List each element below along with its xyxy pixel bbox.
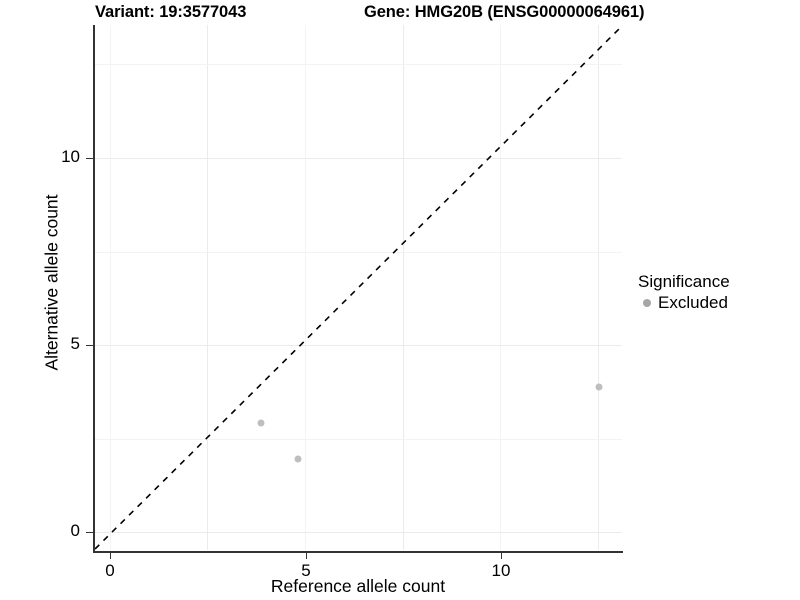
y-tick-5 xyxy=(86,345,93,347)
gridline-y-2_5 xyxy=(95,439,622,440)
x-tick-label-10: 10 xyxy=(491,561,511,580)
x-tick-label-5: 5 xyxy=(301,561,311,580)
y-axis-line xyxy=(93,25,95,552)
x-tick-5 xyxy=(306,552,308,559)
x-axis-label: Reference allele count xyxy=(270,576,446,596)
gridline-y-12_5 xyxy=(95,64,622,65)
legend-item-label: Excluded xyxy=(658,293,728,312)
legend: Significance Excluded xyxy=(638,272,796,313)
reference-line-diagonal xyxy=(95,25,622,550)
y-tick-10 xyxy=(86,158,93,160)
gridline-x-5 xyxy=(403,25,404,550)
data-point[interactable] xyxy=(595,383,603,391)
legend-item-excluded[interactable]: Excluded xyxy=(638,293,796,313)
x-tick-10 xyxy=(501,552,503,559)
point-key-icon xyxy=(638,294,656,312)
gridline-y-5 xyxy=(95,345,622,346)
plot-panel xyxy=(95,25,622,550)
x-tick-0 xyxy=(110,552,112,559)
y-tick-label-10: 10 xyxy=(61,147,80,166)
x-axis-line xyxy=(93,551,623,553)
gridline-x-0 xyxy=(207,25,208,550)
gridline-x-10 xyxy=(598,25,599,550)
y-axis-label: Alternative allele count xyxy=(41,194,62,371)
gridline-x-2_5 xyxy=(305,25,306,550)
legend-title: Significance xyxy=(638,272,730,291)
gridline-y-10 xyxy=(95,158,622,159)
y-tick-label-5: 5 xyxy=(70,334,80,353)
chart-title-bar: Variant: 19:3577043 Gene: HMG20B (ENSG00… xyxy=(0,0,800,26)
y-tick-label-0: 0 xyxy=(70,521,80,540)
gridline-y-7_5 xyxy=(95,252,622,253)
x-tick-label-0: 0 xyxy=(105,561,115,580)
gridline-y-0 xyxy=(95,532,622,533)
gridline-x-7_5 xyxy=(500,25,501,550)
variant-title: Variant: 19:3577043 xyxy=(95,3,247,21)
data-point[interactable] xyxy=(257,419,265,427)
gene-title: Gene: HMG20B (ENSG00000064961) xyxy=(364,3,645,21)
gridline-x-minus2_5 xyxy=(110,25,111,550)
data-point[interactable] xyxy=(294,455,302,463)
y-tick-0 xyxy=(86,532,93,534)
